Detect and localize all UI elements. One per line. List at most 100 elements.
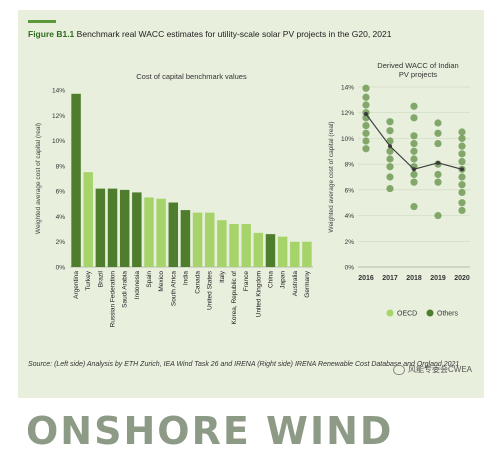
watermark-text: 风能专委会CWEA [408,365,472,374]
x-category-label: Argentina [73,271,80,299]
legend-oecd-label: OECD [397,311,417,318]
x-category-label: Australia [292,271,299,297]
y-tick-label: 8% [345,162,355,169]
scatter-point [458,181,466,189]
bar [229,224,239,267]
scatter-point [410,178,418,186]
figure-title: Figure B1.1 Benchmark real WACC estimate… [28,29,478,39]
bar [302,241,312,267]
x-category-label: Korea, Republic of [231,271,238,325]
scatter-point [434,139,442,148]
y-tick-label: 4% [345,213,355,220]
title-accent-bar [28,20,56,23]
scatter-point [362,145,370,153]
scatter-point [410,102,418,110]
scatter-point [362,101,370,109]
y-tick-label: 0% [56,265,66,272]
scatter-point [386,173,394,181]
x-category-label: Saudi Arabia [122,271,129,308]
bar [107,188,118,267]
bar [132,192,142,267]
wechat-icon [393,364,405,375]
source-note: Source: (Left side) Analysis by ETH Zuri… [28,361,460,368]
section-headline: ONSHORE WIND [26,409,394,453]
bar [180,210,191,267]
scatter-point [362,84,370,92]
scatter-point [386,118,394,126]
bar [144,197,154,267]
x-category-label: Italy [219,270,226,283]
scatter-point [434,178,442,186]
y-tick-label: 8% [56,163,66,170]
bar [119,189,130,267]
scatter-point [386,127,394,135]
average-point [436,160,440,165]
y-axis-title: Weighted average cost of capital (real) [328,121,335,232]
scatter-point [458,150,466,158]
bar [265,234,276,267]
figure-label: Figure B1.1 [28,29,75,39]
scatter-point [458,188,466,197]
scatter-point [386,147,394,155]
average-point [388,144,392,149]
bar [290,241,300,267]
x-category-label: 2020 [454,275,470,282]
scatter-chart-title: PV projects [399,70,438,79]
y-tick-label: 10% [52,138,65,145]
y-tick-label: 10% [341,136,354,143]
scatter-point [410,170,418,179]
average-point [412,167,416,172]
legend-oecd-marker [386,309,394,317]
scatter-point [386,137,394,145]
x-category-label: United Kingdom [255,271,262,317]
bar [241,224,251,267]
scatter-point [410,139,418,148]
scatter-point [410,155,418,163]
scatter-point [362,137,370,145]
scatter-chart-title: Derived WACC of Indian [377,61,458,70]
scatter-point [434,119,442,127]
x-category-label: Mexico [158,271,165,292]
scatter-point [458,134,466,143]
scatter-point [410,147,418,155]
y-tick-label: 6% [56,189,66,196]
y-tick-label: 12% [52,113,65,120]
x-category-label: South Africa [170,271,177,306]
scatter-point [386,184,394,193]
benchmark-bar-chart: Cost of capital benchmark values 0% 2% 4% 6%… [35,72,313,328]
bar [156,198,166,267]
scatter-point [410,132,418,140]
scatter-point [458,157,466,166]
y-axis-title: Weighted average cost of capital (real) [35,123,42,234]
bar [253,232,264,267]
figure-title-text: Benchmark real WACC estimates for utilit… [76,29,392,39]
scatter-point [434,211,442,220]
scatter-point [410,202,418,211]
scatter-point [458,206,466,215]
average-point [364,112,368,116]
scatter-point [458,128,466,136]
x-category-label: Canada [195,271,202,294]
y-tick-label: 2% [345,239,355,246]
y-tick-label: 2% [56,239,66,246]
scatter-point [362,129,370,137]
x-category-label: 2018 [406,275,422,282]
x-category-label: Spain [146,271,153,288]
x-category-label: Turkey [85,270,92,290]
y-tick-label: 6% [345,187,355,194]
y-tick-label: 14% [52,88,65,95]
scatter-point [386,163,394,171]
x-category-label: 2019 [430,275,446,282]
x-category-label: China [267,271,274,288]
scatter-point [458,173,466,181]
x-category-label: Indonesia [134,271,141,300]
watermark: 风能专委会CWEA [393,364,472,375]
legend-others-label: Others [437,311,459,318]
bar [168,202,179,267]
bar [277,236,288,267]
x-category-label: India [182,271,189,285]
scatter-point [434,170,442,179]
x-category-label: Russian Federation [110,271,117,328]
x-category-label: 2016 [358,275,374,282]
